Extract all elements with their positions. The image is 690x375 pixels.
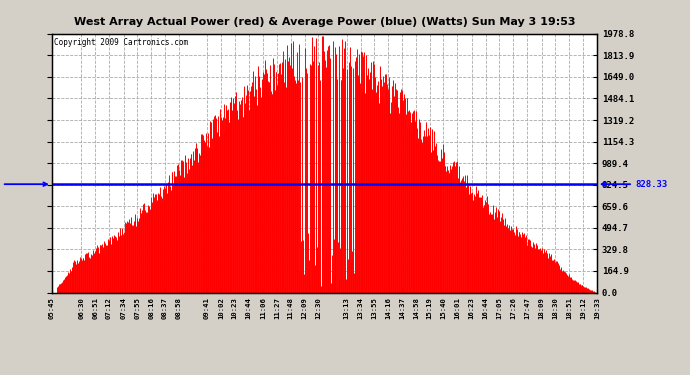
Text: West Array Actual Power (red) & Average Power (blue) (Watts) Sun May 3 19:53: West Array Actual Power (red) & Average … bbox=[74, 17, 575, 27]
Text: 828.33: 828.33 bbox=[602, 180, 668, 189]
Text: Copyright 2009 Cartronics.com: Copyright 2009 Cartronics.com bbox=[55, 38, 188, 46]
Text: 828.33: 828.33 bbox=[0, 180, 47, 189]
